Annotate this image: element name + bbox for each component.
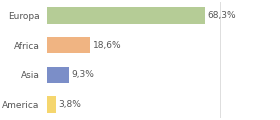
Bar — [47, 37, 90, 53]
Bar — [47, 96, 56, 113]
Text: 9,3%: 9,3% — [71, 70, 94, 79]
Text: 18,6%: 18,6% — [93, 41, 122, 50]
Bar — [47, 67, 69, 83]
Text: 3,8%: 3,8% — [59, 100, 81, 109]
Text: 68,3%: 68,3% — [207, 11, 236, 20]
Bar — [47, 7, 205, 24]
